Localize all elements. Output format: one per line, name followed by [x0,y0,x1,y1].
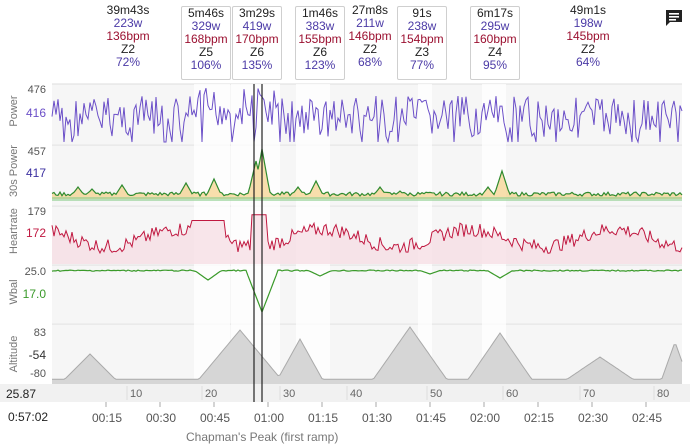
heartrate-line [51,214,683,255]
interval-watts: 223w [113,16,143,30]
interval-heartrate: 154bpm [400,32,444,46]
time-tick: 00:30 [146,411,177,425]
heartrate-cursor-value: 172 [25,226,46,240]
power-cursor-value: 416 [25,106,46,120]
distance-tick: 10 [130,388,143,400]
interval-summary[interactable]: 91s 238w 154bpm Z3 77% [397,6,447,80]
time-tick: 01:15 [308,411,339,425]
interval-summary[interactable]: 39m43s 223w 136bpm Z2 72% [88,4,168,69]
interval-duration: 6m17s [476,6,514,20]
interval-duration: 27m8s [351,3,389,17]
time-tick: 02:00 [470,411,501,425]
time-tick: 01:00 [254,411,285,425]
interval-heartrate: 136bpm [106,29,150,43]
interval-watts: 238w [407,19,437,33]
altitude-min-label: -80 [30,368,46,380]
segment-label[interactable]: Chapman's Peak (first ramp) [186,430,339,444]
interval-summary[interactable]: 27m8s 211w 146bpm Z2 68% [346,4,394,69]
interval-watts: 211w [356,16,384,30]
interval-percent: 68% [357,55,383,69]
wbal-line [51,269,683,314]
distance-cursor-value: 25.87 [6,387,37,401]
distance-band [0,384,690,402]
interval-percent: 95% [482,58,508,72]
interval-percent: 106% [190,58,222,72]
interval-duration: 49m1s [569,3,607,17]
interval-percent: 64% [575,55,601,69]
distance-tick: 20 [205,388,218,400]
interval-watts: 329w [191,19,221,33]
time-tick: 00:15 [92,411,123,425]
power30-max-label: 457 [27,146,46,158]
time-tick: 00:45 [200,411,231,425]
interval-heartrate: 160bpm [473,32,517,46]
power-max-label: 476 [27,84,46,96]
distance-tick: 50 [430,388,443,400]
time-tick: 01:30 [362,411,393,425]
row-background [52,84,682,144]
interval-summary[interactable]: 3m29s 419w 170bpm Z6 135% [232,6,282,80]
interval-heartrate: 146bpm [348,29,392,43]
interval-summary[interactable]: 1m46s 383w 155bpm Z6 123% [295,6,345,80]
interval-highlight [418,84,432,384]
interval-percent: 123% [304,58,336,72]
interval-zone: Z4 [487,45,502,59]
time-tick: 02:30 [578,411,609,425]
interval-summary[interactable]: 5m46s 329w 168bpm Z5 106% [181,6,231,80]
time-tick: 02:15 [524,411,555,425]
interval-zone: Z5 [198,45,213,59]
distance-tick: 80 [657,388,670,400]
interval-percent: 77% [409,58,435,72]
interval-duration: 91s [412,6,432,20]
distance-tick: 30 [283,388,296,400]
time-cursor-value: 0:57:02 [8,410,49,424]
interval-heartrate: 170bpm [235,32,279,46]
interval-duration: 39m43s [106,3,150,17]
row-background [52,265,682,323]
interval-watts: 198w [573,16,603,30]
interval-watts: 383w [305,19,335,33]
interval-heartrate: 155bpm [298,32,342,46]
interval-heartrate: 145bpm [566,29,610,43]
interval-watts: 295w [480,19,510,33]
heartrate-max-label: 179 [27,206,46,218]
interval-duration: 1m46s [301,6,339,20]
distance-tick: 40 [350,388,363,400]
interval-zone: Z6 [312,45,327,59]
altitude-max-label: 83 [33,327,46,339]
interval-summary[interactable]: 49m1s 198w 145bpm Z2 64% [548,4,628,69]
interval-zone: Z6 [249,45,264,59]
interval-zone: Z3 [414,45,429,59]
interval-percent: 135% [241,58,273,72]
power30-cursor-value: 417 [25,166,46,180]
altitude-area [52,327,682,384]
wbal-cursor-value: 17.0 [22,287,46,301]
interval-summary[interactable]: 6m17s 295w 160bpm Z4 95% [470,6,520,80]
time-tick: 01:45 [416,411,447,425]
interval-zone: Z2 [120,42,135,56]
time-tick: 02:45 [632,411,663,425]
power-line [51,88,683,144]
message-icon[interactable] [664,8,684,28]
altitude-cursor-value: -54 [28,348,46,362]
wbal-max-label: 25.0 [24,266,46,278]
interval-duration: 3m29s [238,6,276,20]
interval-watts: 419w [242,19,272,33]
distance-tick: 70 [583,388,596,400]
interval-zone: Z2 [362,42,377,56]
altitude-line [52,326,683,380]
distance-tick: 60 [506,388,519,400]
power30-line [51,148,683,198]
interval-heartrate: 168bpm [184,32,228,46]
interval-percent: 72% [115,55,141,69]
interval-zone: Z2 [580,42,595,56]
interval-duration: 5m46s [187,6,225,20]
